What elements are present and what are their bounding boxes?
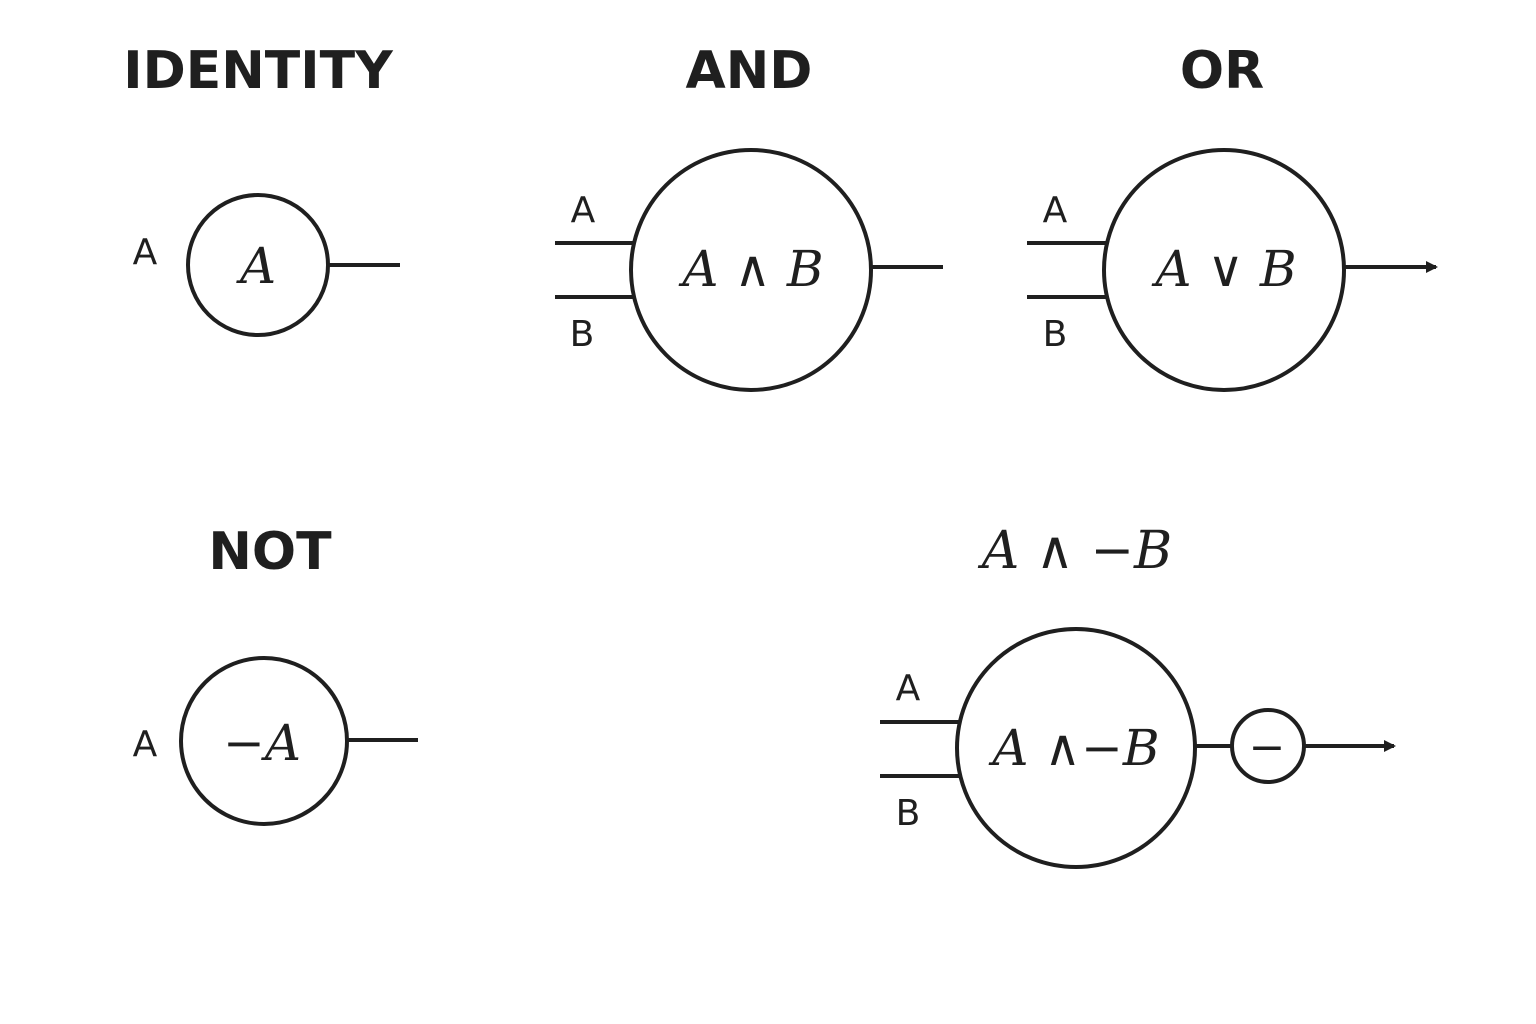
not-title: NOT [208, 522, 332, 582]
not-gate: NOT A −A [133, 522, 418, 826]
and-input-b-label: B [570, 314, 595, 355]
not-expression: −A [223, 714, 301, 772]
or-node [1102, 148, 1346, 392]
or-gate: OR A B A ∨ B [1027, 41, 1438, 392]
identity-title: IDENTITY [123, 41, 394, 101]
or-input-a-label: A [1043, 190, 1068, 231]
identity-input-a-label: A [133, 232, 158, 273]
and-not-gate: A ∧ −B A B A ∧−B − [880, 521, 1396, 869]
and-gate: AND A B A ∧ B [555, 41, 943, 392]
identity-gate: IDENTITY A A [123, 41, 400, 337]
or-expression: A ∨ B [1151, 240, 1296, 298]
or-title: OR [1180, 41, 1264, 101]
and-not-expression: A ∧−B [988, 719, 1159, 777]
not-input-a-label: A [133, 724, 158, 765]
and-title: AND [686, 41, 813, 101]
and-not-input-b-label: B [896, 793, 921, 834]
and-expression: A ∧ B [678, 240, 823, 298]
and-input-a-label: A [571, 190, 596, 231]
and-node [629, 148, 873, 392]
identity-expression: A [236, 237, 276, 295]
and-not-input-a-label: A [896, 668, 921, 709]
negation-symbol: − [1249, 722, 1286, 773]
or-input-b-label: B [1043, 314, 1068, 355]
and-not-title: A ∧ −B [978, 521, 1172, 581]
